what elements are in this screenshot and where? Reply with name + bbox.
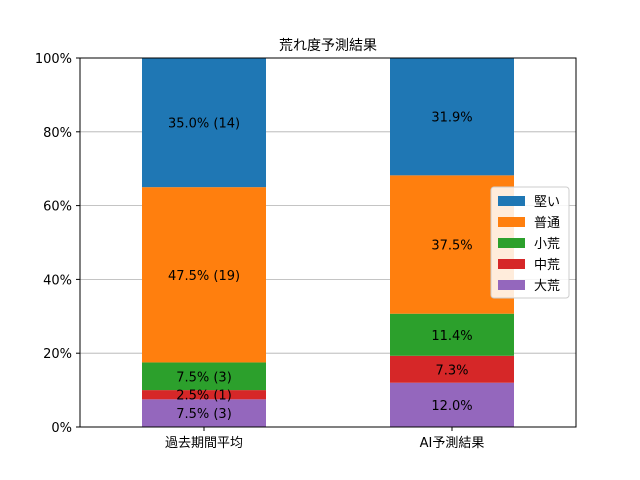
y-tick-label: 100% bbox=[35, 52, 72, 67]
segment-label: 2.5% (1) bbox=[176, 389, 232, 404]
legend-box bbox=[490, 186, 570, 299]
legend-swatch bbox=[498, 196, 525, 206]
legend-swatch bbox=[498, 238, 525, 248]
y-tick-label: 0% bbox=[51, 421, 72, 436]
legend-swatch bbox=[498, 217, 525, 227]
segment-label: 7.5% (3) bbox=[176, 407, 232, 422]
bar-segment bbox=[142, 58, 266, 188]
segment-label: 31.9% bbox=[431, 110, 472, 125]
x-tick-label: AI予測結果 bbox=[420, 436, 485, 451]
chart-title: 荒れ度予測結果 bbox=[279, 38, 377, 54]
bar-segment bbox=[142, 187, 266, 363]
legend-swatch bbox=[498, 280, 525, 290]
segment-label: 11.4% bbox=[431, 329, 472, 344]
y-tick-label: 60% bbox=[43, 200, 72, 215]
bar-segment bbox=[142, 362, 266, 391]
bar-segment bbox=[390, 382, 514, 427]
legend-label: 中荒 bbox=[534, 258, 560, 273]
legend-label: 大荒 bbox=[534, 279, 560, 294]
bar-segment bbox=[142, 399, 266, 427]
y-tick-label: 40% bbox=[43, 273, 72, 288]
bar-segment bbox=[142, 390, 266, 400]
plot-frame bbox=[79, 57, 577, 428]
segment-label: 35.0% (14) bbox=[168, 117, 240, 132]
legend-swatch bbox=[498, 259, 525, 269]
bar-segment bbox=[390, 57, 514, 176]
segment-label: 47.5% (19) bbox=[168, 269, 240, 284]
x-axis: 過去期間平均 AI予測結果 bbox=[165, 427, 484, 451]
y-tick-label: 20% bbox=[43, 347, 72, 362]
bar-segment bbox=[390, 313, 514, 356]
legend-label: 小荒 bbox=[534, 237, 560, 252]
segment-label: 7.3% bbox=[435, 363, 468, 378]
y-tick-label: 80% bbox=[43, 126, 72, 141]
segment-labels: 7.5% (3) 2.5% (1) 7.5% (3) 47.5% (19) 35.0% … bbox=[168, 110, 473, 422]
legend-label: 普通 bbox=[534, 216, 560, 231]
segment-label: 12.0% bbox=[431, 399, 472, 414]
bar-segment bbox=[390, 355, 514, 383]
segment-label: 37.5% bbox=[431, 239, 472, 254]
x-tick-label: 過去期間平均 bbox=[165, 436, 243, 451]
segment-label: 7.5% (3) bbox=[176, 370, 232, 385]
legend-label: 堅い bbox=[534, 195, 560, 210]
y-axis: 0% 20% 40% 60% 80% 100% bbox=[35, 52, 80, 436]
